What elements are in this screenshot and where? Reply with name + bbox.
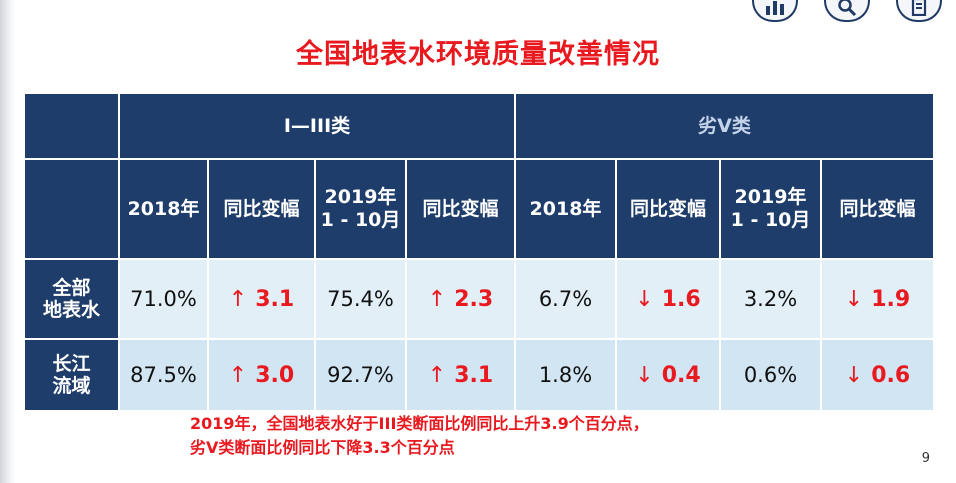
nav-icon-bar xyxy=(752,0,942,22)
column-header: 同比变幅 xyxy=(405,158,516,260)
search-icon xyxy=(838,0,857,16)
summary-note-line: 2019年，全国地表水好于III类断面比例同比上升3.9个百分点， xyxy=(190,414,649,433)
value-cell: 3.2% xyxy=(719,258,822,340)
summary-note-line: 劣V类断面比例同比下降3.3个百分点 xyxy=(190,438,455,457)
value-cell: 87.5% xyxy=(118,338,209,412)
value-cell: 71.0% xyxy=(118,258,209,340)
up-arrow-icon: ↑ xyxy=(427,362,447,388)
table-corner-lower xyxy=(23,158,120,260)
change-value: 3.1 xyxy=(255,286,295,312)
change-cell: ↑ 3.1 xyxy=(207,258,316,340)
column-header: 同比变幅 xyxy=(615,158,721,260)
group-header-class-i-iii: I—III类 xyxy=(118,92,516,160)
bar-chart-icon xyxy=(766,1,784,15)
down-arrow-icon: ↓ xyxy=(635,362,654,388)
group-header-class-worse-v: 劣V类 xyxy=(514,92,935,160)
slide-title: 全国地表水环境质量改善情况 xyxy=(296,39,660,70)
column-header: 2018年 xyxy=(118,158,209,260)
change-cell: ↓ 1.6 xyxy=(615,258,721,340)
water-quality-table: I—III类 劣V类 2018年 同比变幅 2019年 1 - 10月 同比变幅… xyxy=(23,92,935,412)
nav-document-button[interactable] xyxy=(896,0,942,22)
page-number: 9 xyxy=(921,451,930,466)
column-header: 同比变幅 xyxy=(820,158,935,260)
document-icon xyxy=(911,0,927,16)
down-arrow-icon: ↓ xyxy=(844,362,864,388)
change-value: 1.9 xyxy=(871,286,911,312)
change-value: 0.6 xyxy=(871,362,911,388)
table-corner xyxy=(23,92,120,160)
column-header: 同比变幅 xyxy=(207,158,316,260)
nav-search-button[interactable] xyxy=(824,0,870,22)
change-value: 3.0 xyxy=(255,362,295,388)
row-header-yangtze-basin: 长江 流域 xyxy=(23,338,120,412)
value-cell: 6.7% xyxy=(514,258,617,340)
value-cell: 92.7% xyxy=(314,338,407,412)
column-header: 2019年 1 - 10月 xyxy=(314,158,407,260)
change-cell: ↑ 3.1 xyxy=(405,338,516,412)
change-cell: ↑ 2.3 xyxy=(405,258,516,340)
row-header-all-surface-water: 全部 地表水 xyxy=(23,258,120,340)
summary-note: 2019年，全国地表水好于III类断面比例同比上升3.9个百分点， 劣V类断面比… xyxy=(190,412,649,460)
slide-left-edge xyxy=(0,0,16,483)
up-arrow-icon: ↑ xyxy=(228,362,248,388)
change-cell: ↓ 1.9 xyxy=(820,258,935,340)
down-arrow-icon: ↓ xyxy=(844,286,864,312)
down-arrow-icon: ↓ xyxy=(635,286,654,312)
column-header: 2018年 xyxy=(514,158,617,260)
change-value: 2.3 xyxy=(454,286,494,312)
value-cell: 0.6% xyxy=(719,338,822,412)
change-value: 0.4 xyxy=(661,362,701,388)
change-cell: ↓ 0.4 xyxy=(615,338,721,412)
table-row: 长江 流域 87.5% ↑ 3.0 92.7% ↑ 3.1 1.8% ↓ 0.4 0.… xyxy=(23,338,935,412)
value-cell: 75.4% xyxy=(314,258,407,340)
change-cell: ↑ 3.0 xyxy=(207,338,316,412)
up-arrow-icon: ↑ xyxy=(427,286,447,312)
change-value: 3.1 xyxy=(454,362,494,388)
up-arrow-icon: ↑ xyxy=(228,286,248,312)
column-header: 2019年 1 - 10月 xyxy=(719,158,822,260)
value-cell: 1.8% xyxy=(514,338,617,412)
nav-chart-button[interactable] xyxy=(752,0,798,22)
change-cell: ↓ 0.6 xyxy=(820,338,935,412)
change-value: 1.6 xyxy=(661,286,701,312)
table-row: 全部 地表水 71.0% ↑ 3.1 75.4% ↑ 2.3 6.7% ↓ 1.6 3… xyxy=(23,258,935,340)
